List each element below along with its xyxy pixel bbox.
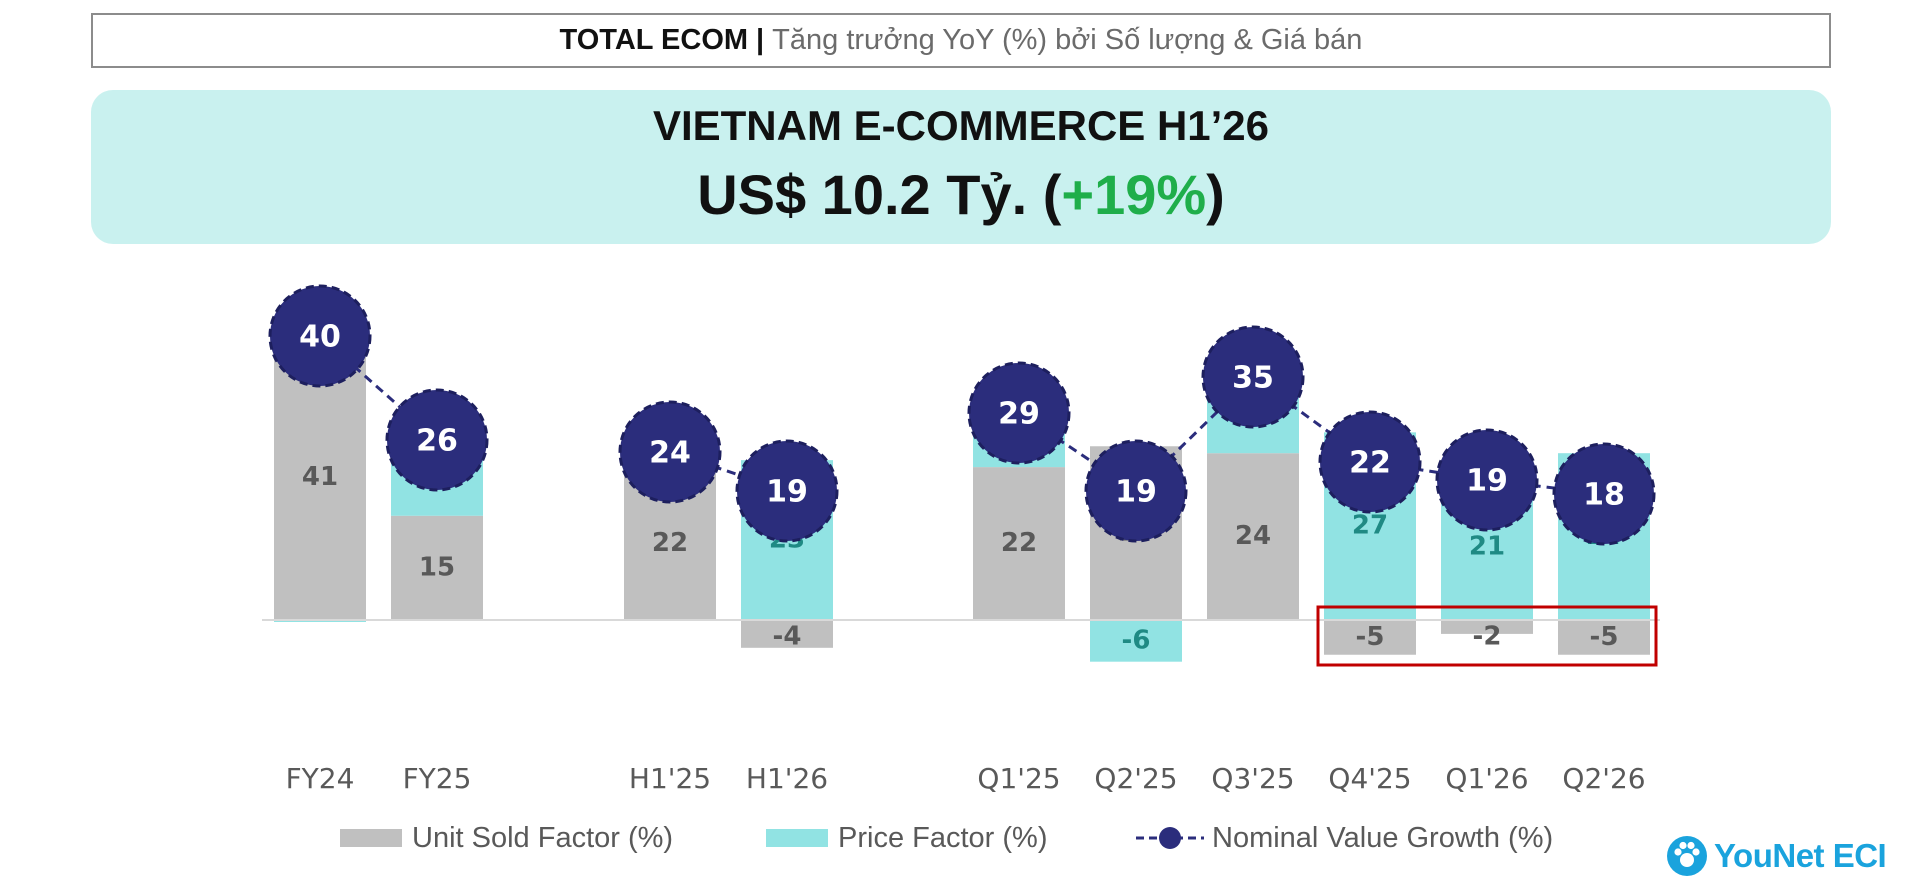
x-tick-label-4: Q1'25 [977,762,1060,795]
x-tick-label-0: FY24 [286,762,355,795]
growth-circle-1 [385,388,489,492]
growth-circle-7 [1318,410,1422,514]
x-tick-label-9: Q2'26 [1562,762,1645,795]
growth-label-5: 19 [1115,475,1157,510]
header-subtitle: Tăng trưởng YoY (%) bởi Số lượng & Giá b… [772,24,1363,56]
headline-title: VIETNAM E-COMMERCE H1’26 [652,102,1270,149]
headline-value-prefix: US$ 10.2 Tỷ. ( [697,163,1062,226]
label-unit-7: -5 [1356,622,1385,652]
x-tick-label-7: Q4'25 [1328,762,1411,795]
bar-unit-6 [1207,453,1299,620]
legend: Unit Sold Factor (%) Price Factor (%) No… [0,818,1909,858]
headline-growth: +19% [1061,163,1207,226]
growth-line-0-1 [319,334,438,442]
growth-circle-2 [618,400,722,504]
growth-circle-3 [735,439,839,543]
growth-circle-9 [1552,442,1656,546]
growth-label-8: 19 [1466,464,1508,499]
headline-value-suffix: ) [1206,163,1225,226]
bar-unit-3 [741,620,833,648]
label-unit-9: -5 [1590,622,1619,652]
legend-unit-label: Unit Sold Factor (%) [412,821,674,854]
younet-logo: YouNet ECI [1666,834,1887,878]
x-tick-label-8: Q1'26 [1445,762,1528,795]
growth-circle-8 [1435,428,1539,532]
label-unit-6: 24 [1235,521,1271,551]
label-price-7: 27 [1352,511,1388,541]
growth-label-0: 40 [299,320,341,355]
chart-header: TOTAL ECOM | Tăng trưởng YoY (%) bởi Số … [91,13,1831,68]
legend-growth-label: Nominal Value Growth (%) [1212,821,1554,854]
bar-unit-7 [1324,620,1416,655]
label-price-5: -6 [1122,625,1151,655]
bar-unit-9 [1558,620,1650,655]
legend-unit: Unit Sold Factor (%) [340,818,673,858]
header-bold: TOTAL ECOM [559,24,749,56]
label-unit-8: -2 [1473,622,1502,652]
growth-label-4: 29 [998,397,1040,432]
legend-price-label: Price Factor (%) [838,821,1048,854]
legend-unit-swatch [340,829,402,847]
label-unit-2: 22 [652,528,688,558]
legend-price-swatch [766,829,828,847]
label-unit-3: -4 [773,622,802,652]
headline-banner: VIETNAM E-COMMERCE H1’26 US$ 10.2 Tỷ. (+… [91,90,1831,244]
headline-value: US$ 10.2 Tỷ. (+19%) [91,162,1831,227]
bar-unit-4 [973,467,1065,620]
legend-price: Price Factor (%) [766,818,1047,858]
growth-circle-0 [268,284,372,388]
legend-growth-marker [1136,827,1204,849]
x-tick-label-6: Q3'25 [1211,762,1294,795]
logo-text: YouNet ECI [1714,837,1887,874]
bar-unit-8 [1441,620,1533,634]
growth-label-7: 22 [1349,446,1391,481]
growth-label-3: 19 [766,475,808,510]
label-unit-4: 22 [1001,528,1037,558]
highlight-box [1316,605,1658,667]
growth-label-9: 18 [1583,478,1625,513]
bar-unit-1 [391,515,483,620]
label-unit-1: 15 [419,552,455,582]
growth-label-6: 35 [1232,361,1274,396]
growth-circle-4 [967,361,1071,465]
label-unit-0: 41 [302,462,338,492]
growth-circle-5 [1084,439,1188,543]
header-separator: | [756,24,765,56]
x-tick-label-1: FY25 [403,762,472,795]
growth-label-1: 26 [416,424,458,459]
growth-circle-6 [1201,325,1305,429]
growth-label-2: 24 [649,436,691,471]
label-price-8: 21 [1469,532,1505,562]
paw-icon [1667,836,1707,876]
bar-chart: 411511222-42322725-62412-527-221-5244026… [262,284,1660,795]
bar-price-5 [1090,620,1182,662]
x-tick-label-5: Q2'25 [1094,762,1177,795]
legend-growth: Nominal Value Growth (%) [1134,818,1553,858]
x-tick-label-3: H1'26 [746,762,828,795]
x-tick-label-2: H1'25 [629,762,711,795]
